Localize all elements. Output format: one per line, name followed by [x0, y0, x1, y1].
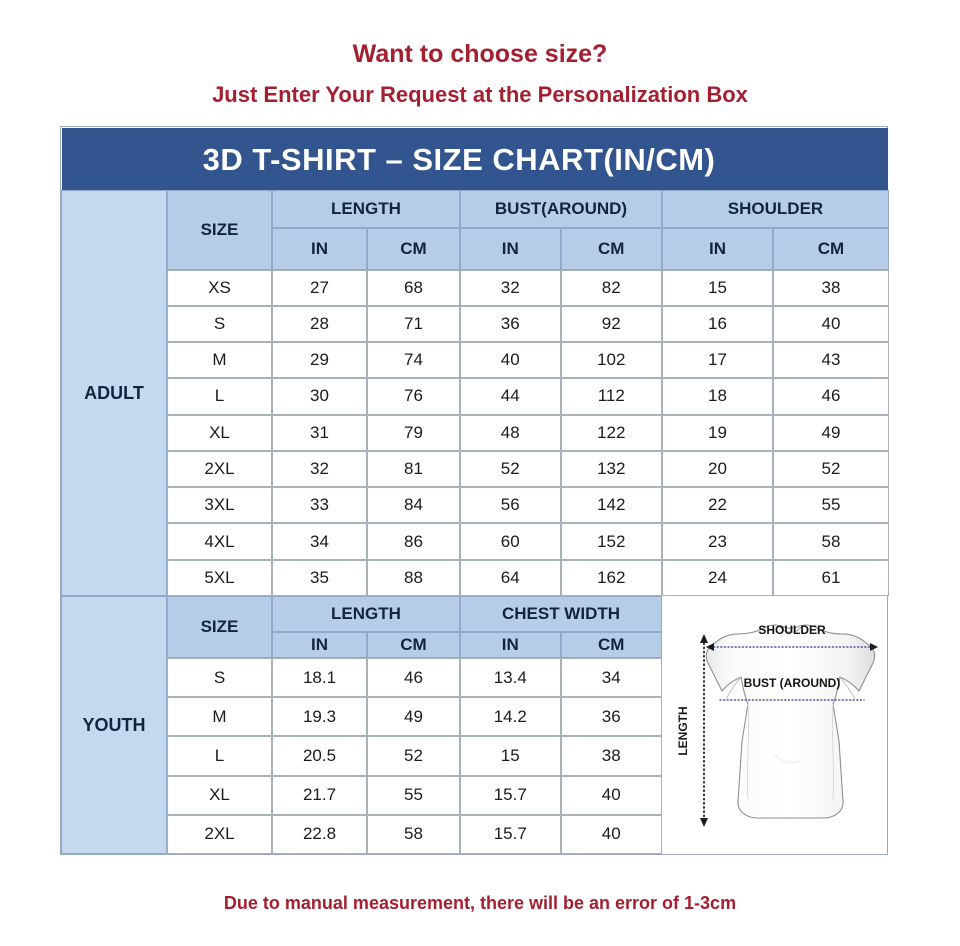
- svg-text:SHOULDER: SHOULDER: [758, 623, 826, 637]
- svg-text:BUST (AROUND): BUST (AROUND): [744, 676, 841, 690]
- svg-text:LENGTH: LENGTH: [676, 706, 690, 755]
